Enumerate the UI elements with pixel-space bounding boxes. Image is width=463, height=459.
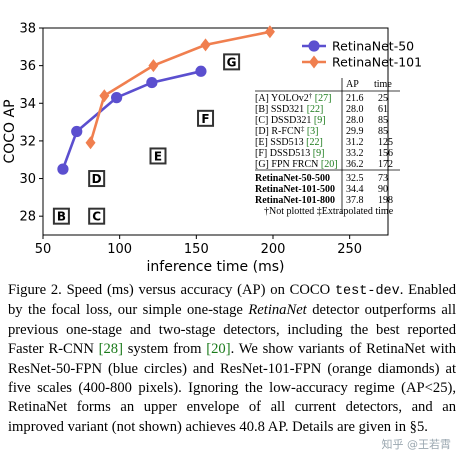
table-row-time: 85 <box>378 126 388 137</box>
table-row-ap: 28.0 <box>346 104 364 115</box>
caption-retinanet: RetinaNet <box>248 302 307 319</box>
table-footnote: †Not plotted ‡Extrapolated time <box>264 206 394 217</box>
detector-box-g <box>223 53 241 71</box>
y-tick-label: 38 <box>19 22 36 37</box>
table-row-time: 125 <box>378 137 393 148</box>
legend-marker-circle <box>308 40 320 52</box>
detector-box-letter: G <box>227 55 237 69</box>
table-row-label: [D] R-FCN‡ [3] <box>255 125 319 137</box>
table-row-label: [C] DSSD321 [9] <box>255 115 326 126</box>
caption-test-dev: test-dev <box>334 284 400 299</box>
table-row-ap: 21.6 <box>346 93 364 104</box>
detector-box-b <box>52 207 70 225</box>
speed-accuracy-chart: 50 100 150 200 250 28 30 32 34 36 38 inference time… <box>2 22 422 276</box>
table-row-label: RetinaNet-101-500 <box>255 184 335 195</box>
detector-box-letter: E <box>154 149 162 163</box>
detector-box-c <box>88 207 106 225</box>
caption-text-1: Figure 2. Speed (ms) versus accuracy (AP… <box>8 282 335 298</box>
x-tick-label: 50 <box>35 242 52 257</box>
table-row-time: 73 <box>378 173 388 184</box>
y-tick-label: 30 <box>19 172 36 187</box>
table-row-ap: 37.8 <box>346 195 364 206</box>
figure-caption: Figure 2. Speed (ms) versus accuracy (AP… <box>8 281 456 437</box>
caption-text-3: detector outperforms all previous one-st… <box>8 302 457 358</box>
table-row-time: 25 <box>378 93 388 104</box>
detector-box-letter: B <box>57 210 66 224</box>
retinanet-101-point <box>264 25 275 39</box>
retinanet-101-point <box>148 59 159 73</box>
y-axis-label: COCO AP <box>2 99 18 163</box>
retinanet-50-point <box>146 76 158 89</box>
x-tick-label: 250 <box>337 242 362 257</box>
watermark: 知乎 @王若霄 <box>379 436 453 452</box>
table-row-ap: 32.5 <box>346 173 364 184</box>
x-tick-label: 200 <box>261 242 286 257</box>
speed-accuracy-figure: 50 100 150 200 250 28 30 32 34 36 38 inference time… <box>2 22 422 276</box>
caption-text-4: system from <box>122 341 207 358</box>
table-row-time: 90 <box>378 184 388 195</box>
caption-ref-20[interactable]: [20] <box>206 341 231 358</box>
table-row-ap: 28.0 <box>346 115 364 126</box>
y-tick-label: 28 <box>19 210 36 225</box>
table-header-ap: AP <box>346 79 359 90</box>
table-row-ap: 36.2 <box>346 159 364 170</box>
series-line-1 <box>89 30 271 144</box>
table-row-time: 85 <box>378 115 388 126</box>
caption-text-5: . We show variants of RetinaNet with Res… <box>8 341 456 435</box>
retinanet-101-point <box>200 38 211 52</box>
retinanet-101-point <box>99 89 110 103</box>
detector-box-d <box>88 170 106 188</box>
table-row-label: [F] DSSD513 [9] <box>255 148 324 159</box>
plot-frame <box>42 27 389 236</box>
y-tick-label: 36 <box>19 59 36 74</box>
table-row-time: 61 <box>378 104 388 115</box>
caption-text-2: . Enabled by the focal loss, our simple … <box>8 282 456 319</box>
legend-marker-diamond <box>309 55 319 69</box>
table-row-time: 198 <box>378 195 393 206</box>
table-row-label: [G] FPN FRCN [20] <box>255 159 338 170</box>
retinanet-50-point <box>111 92 123 104</box>
table-row-label: [B] SSD321 [22] <box>255 104 323 115</box>
retinanet-50-point <box>57 163 69 175</box>
legend-entry: RetinaNet-101 <box>332 55 422 70</box>
retinanet-50-point <box>195 65 207 77</box>
table-row-time: 156 <box>378 148 393 159</box>
caption-ref-28[interactable]: [28] <box>98 341 123 358</box>
table-row-ap: 31.2 <box>346 137 364 148</box>
table-row-ap: 34.4 <box>346 184 364 195</box>
table-header-time: time <box>374 79 392 90</box>
table-row-label: [E] SSD513 [22] <box>255 137 323 148</box>
table-row-ap: 33.2 <box>346 148 364 159</box>
legend-entry: RetinaNet-50 <box>332 39 414 54</box>
detector-box-e <box>149 147 167 165</box>
table-row-label: RetinaNet-101-800 <box>255 195 335 206</box>
y-tick-label: 34 <box>19 97 36 112</box>
retinanet-101-point <box>85 136 96 150</box>
detector-box-letter: F <box>201 112 209 126</box>
table-row-ap: 29.9 <box>346 126 364 137</box>
retinanet-50-point <box>71 125 83 138</box>
table-row-time: 172 <box>378 159 393 170</box>
table-row-label: RetinaNet-50-500 <box>255 173 330 184</box>
table-row-label: [A] YOLOv2† [27] <box>255 92 331 104</box>
detector-box-f <box>197 109 215 127</box>
detector-box-letter: D <box>92 172 102 186</box>
x-tick-label: 150 <box>184 242 209 257</box>
x-axis-label: inference time (ms) <box>147 259 285 275</box>
series-line-0 <box>61 70 202 170</box>
detector-box-letter: C <box>92 210 101 224</box>
x-tick-label: 100 <box>107 242 132 257</box>
y-tick-label: 32 <box>19 134 36 149</box>
